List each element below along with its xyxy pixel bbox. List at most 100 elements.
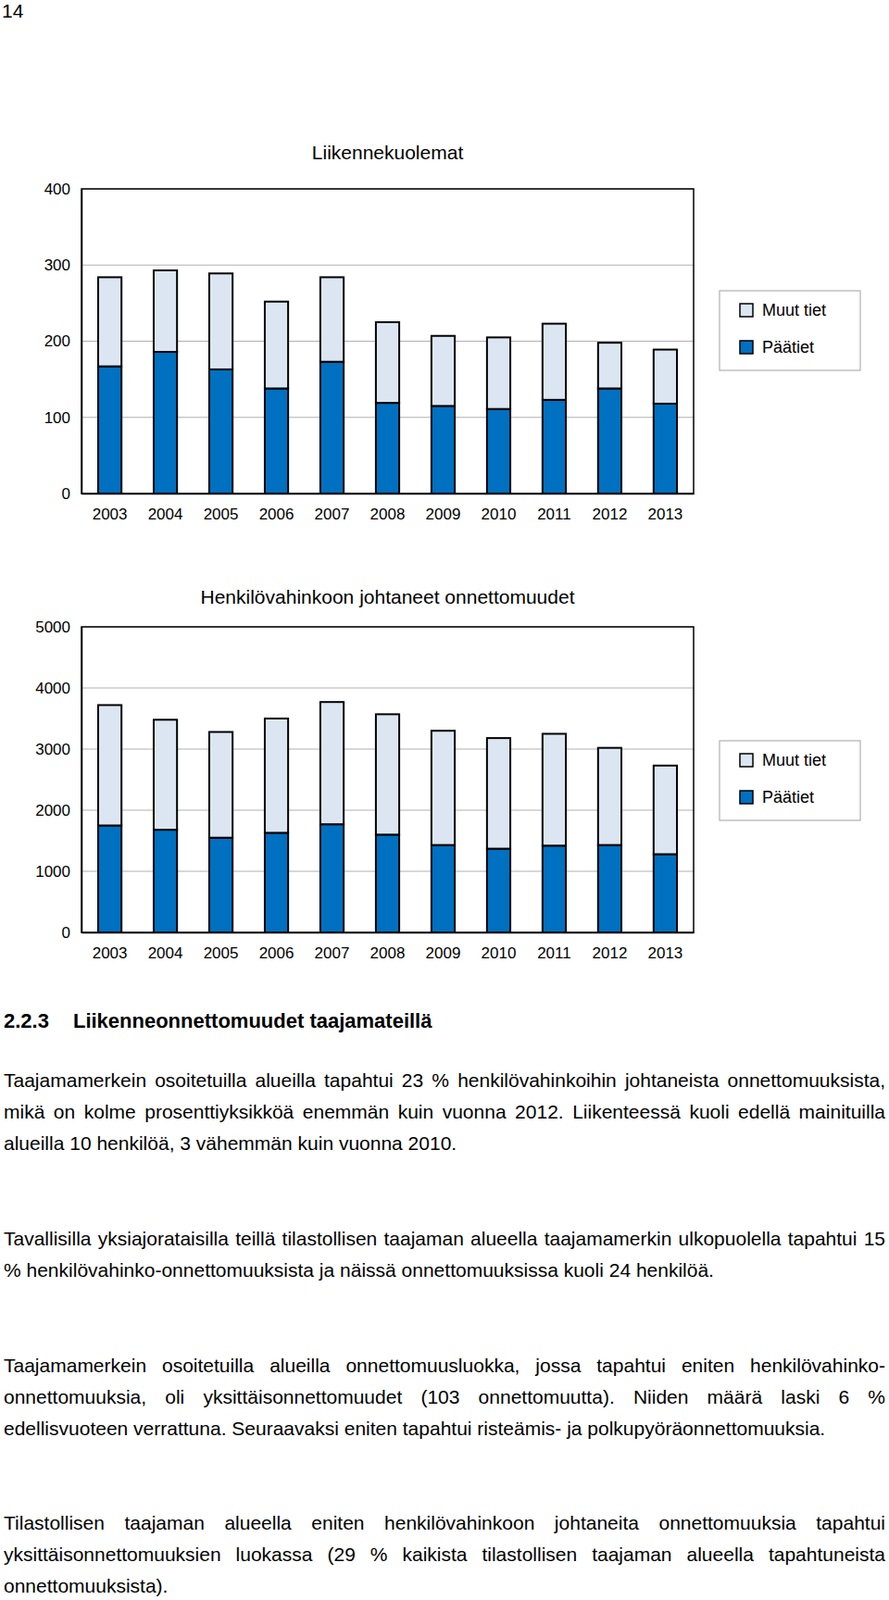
- tick: 2005: [203, 932, 239, 963]
- bar: [598, 845, 622, 933]
- tick-label: 2004: [148, 944, 184, 963]
- tick-label: 200: [44, 332, 71, 351]
- tick-label: 2012: [592, 944, 628, 963]
- tick-label: 2011: [537, 505, 572, 524]
- bar: [153, 270, 177, 352]
- tick-label: 400: [44, 180, 71, 199]
- bar: [264, 388, 288, 494]
- bar: [209, 838, 233, 933]
- legend-label: Päätiet: [762, 788, 814, 807]
- tick-label: 2003: [92, 944, 128, 963]
- page-number: 14: [1, 0, 24, 23]
- paragraph: Taajamamerkein osoitetuilla alueilla tap…: [3, 1064, 886, 1160]
- bar: [487, 409, 511, 494]
- legend: Muut tiet Päätiet: [719, 290, 861, 371]
- bar: [542, 845, 566, 933]
- bar: [487, 849, 511, 933]
- bar: [209, 732, 233, 839]
- bar: [153, 351, 177, 494]
- bar: [264, 718, 288, 833]
- bar: [320, 701, 344, 825]
- series: [98, 270, 677, 410]
- paragraph: Tilastollisen taajaman alueella eniten h…: [3, 1507, 886, 1600]
- axis-line: [82, 932, 695, 935]
- grid-line: [81, 688, 694, 689]
- series: [98, 824, 677, 933]
- bar: [653, 854, 677, 933]
- legend-box: [719, 740, 861, 821]
- tick: 2003: [92, 493, 128, 524]
- bar: [542, 400, 566, 494]
- plot-frame: [81, 626, 694, 933]
- tick-label: 1000: [35, 863, 71, 881]
- bar: [98, 366, 122, 494]
- legend-label: Muut tiet: [762, 300, 827, 320]
- legend-swatch: [739, 340, 753, 354]
- legend-box: [719, 290, 861, 371]
- tick: 200: [44, 332, 82, 351]
- tick-label: 100: [44, 409, 71, 427]
- tick: 2008: [370, 493, 406, 524]
- tick: 2012: [592, 932, 628, 963]
- tick-label: 2011: [537, 944, 572, 963]
- bar: [264, 832, 288, 933]
- tick: 2005: [203, 493, 239, 524]
- bars: [98, 701, 677, 933]
- bar: [653, 765, 677, 855]
- tick-label: 2009: [425, 944, 462, 963]
- legend-swatch: [739, 753, 753, 767]
- section-heading: 2.2.3Liikenneonnettomuudet taajamateillä: [3, 1009, 432, 1034]
- paragraph: Taajamamerkein osoitetuilla alueilla onn…: [3, 1350, 886, 1445]
- bar: [431, 405, 455, 494]
- tick-label: 2006: [259, 505, 295, 524]
- tick-label: 5000: [35, 618, 71, 637]
- tick-label: 2009: [425, 505, 462, 524]
- bar: [431, 845, 455, 933]
- bar: [98, 826, 122, 934]
- tick: 100: [44, 409, 82, 427]
- bar: [209, 273, 233, 370]
- tick-label: 3000: [35, 740, 71, 759]
- tick: 2004: [148, 493, 184, 524]
- charts: 0 100 200 300 400 2003 2004 2005 2006 2007 2008 200…: [0, 0, 889, 1001]
- tick: 2006: [259, 493, 295, 524]
- bar: [320, 362, 344, 494]
- grid-line: [81, 264, 694, 266]
- tick-label: 0: [62, 924, 71, 942]
- bar: [653, 350, 677, 404]
- tick: 2012: [592, 493, 628, 524]
- bar: [431, 730, 455, 845]
- legend-label: Päätiet: [762, 338, 814, 357]
- bar: [320, 276, 344, 362]
- tick: 2003: [92, 932, 128, 963]
- bar: [653, 403, 677, 494]
- tick: 2007: [314, 932, 351, 963]
- bar: [375, 402, 400, 494]
- tick: 3000: [35, 740, 82, 759]
- tick-label: 2005: [203, 505, 239, 524]
- bar: [598, 342, 622, 389]
- tick: 2006: [259, 932, 295, 963]
- tick-label: 2007: [314, 944, 351, 963]
- bar: [209, 369, 233, 494]
- y-axis: 010002000300040005000: [35, 618, 82, 942]
- tick: 0: [62, 924, 82, 942]
- bar: [153, 719, 177, 830]
- bar: [487, 738, 511, 849]
- legend-swatch: [739, 790, 753, 804]
- tick-label: 2005: [203, 944, 239, 963]
- tick-label: 300: [44, 256, 71, 275]
- bar: [542, 324, 566, 401]
- axis-line: [81, 189, 84, 495]
- legend-swatch: [739, 303, 753, 317]
- bar: [98, 704, 122, 826]
- tick: 2011: [537, 493, 572, 524]
- tick: 0: [62, 485, 82, 503]
- bar: [375, 713, 400, 835]
- bar: [598, 748, 622, 846]
- tick-label: 2006: [259, 944, 295, 963]
- bar: [153, 829, 177, 933]
- tick: 1000: [35, 863, 82, 881]
- bar: [431, 336, 455, 407]
- tick-label: 2008: [370, 505, 406, 524]
